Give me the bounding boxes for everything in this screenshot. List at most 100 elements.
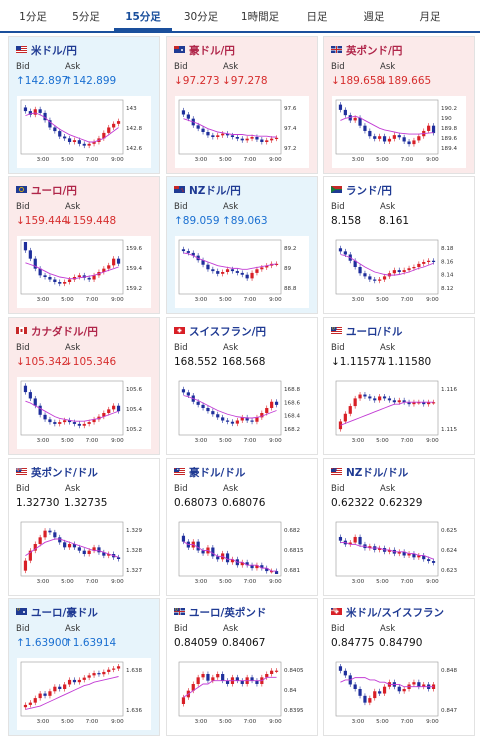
y-tick-label: 8.18 [441,246,454,252]
currency-pair-link[interactable]: 豪ドル/円 [189,45,235,57]
ask-value: ↓159.448 [64,215,117,227]
candle-body [417,402,421,404]
candle-body [348,542,352,545]
currency-pair-link[interactable]: カナダドル/円 [31,326,98,338]
ask-value: ↓189.665 [379,75,432,87]
currency-pair-link[interactable]: ユーロ/豪ドル [31,607,98,619]
tab-4[interactable]: 30分足 [183,11,219,23]
tab-6[interactable]: 日足 [306,11,328,23]
currency-pair-link[interactable]: スイスフラン/円 [189,326,267,338]
candle-body [102,132,106,139]
candlestick-chart[interactable]: 1.329 1.328 1.327 3:00 5:00 7:00 9:00 [17,518,151,590]
x-tick-label: 9:00 [111,297,124,303]
tab-8[interactable]: 月足 [419,11,441,23]
currency-pair-link[interactable]: 英ポンド/ドル [31,467,98,479]
candlestick-chart[interactable]: 159.6 159.4 159.2 3:00 5:00 7:00 9:00 [17,236,151,308]
rate-card[interactable]: ユーロ/豪ドル Bid Ask ↑1.63900 ↑1.63914 1.638 1.636 3… [8,598,160,736]
rate-card[interactable]: 米ドル/スイスフラン Bid Ask 0.84775 0.84790 0.848 0.847… [323,598,475,736]
candle-body [92,419,96,423]
currency-pair-link[interactable]: 英ポンド/円 [346,45,403,57]
candlestick-chart[interactable]: 1.116 1.115 3:00 5:00 7:00 9:00 [332,377,466,449]
candle-body [216,556,220,560]
candle-body [378,136,382,139]
candlestick-chart[interactable]: 143 142.8 142.6 3:00 5:00 7:00 9:00 [17,96,151,168]
candle-body [58,686,62,689]
x-tick-label: 3:00 [37,579,50,585]
candlestick-chart[interactable]: 190.2 190 189.8 189.6 189.4 3:00 5:00 7:00 9:00 [332,96,466,168]
currency-pair-link[interactable]: ユーロ/円 [31,185,77,197]
ask-value: 0.84790 [379,637,423,649]
chart-frame [178,99,282,155]
currency-pair-link[interactable]: ユーロ/英ポンド [189,607,267,619]
rate-card[interactable]: スイスフラン/円 Bid Ask 168.552 168.568 168.8 168.6 16… [166,317,318,455]
rate-card[interactable]: ユーロ/円 Bid Ask ↓159.444 ↓159.448 159.6 159.4 159… [8,176,160,314]
bid-value: ↑1.63900 [16,637,69,649]
currency-pair-link[interactable]: NZドル/ドル [346,467,409,479]
candle-body [216,674,220,678]
candle-body [43,530,47,538]
ask-label: Ask [223,202,239,212]
y-tick-label: 8.14 [441,273,454,279]
rate-card[interactable]: 英ポンド/ドル Bid Ask 1.32730 1.32735 1.329 1.328 1.3… [8,458,160,596]
x-tick-label: 3:00 [352,579,365,585]
currency-pair-link[interactable]: 豪ドル/ドル [189,467,246,479]
candlestick-chart[interactable]: 89.2 89 88.8 3:00 5:00 7:00 9:00 [175,236,309,308]
candle-body [358,394,362,399]
candle-body [43,112,47,121]
candle-body [63,420,67,423]
y-tick-label: 159.4 [126,266,142,272]
candle-body [343,413,347,422]
candlestick-chart[interactable]: 1.638 1.636 3:00 5:00 7:00 9:00 [17,658,151,730]
chart-frame [178,661,282,717]
candle-body [221,417,225,421]
rate-card[interactable]: 豪ドル/円 Bid Ask ↓97.273 ↓97.278 97.6 97.4 97.2 3:0… [166,36,318,174]
tab-7[interactable]: 週足 [363,11,385,23]
currency-pair-link[interactable]: 米ドル/スイスフラン [346,607,445,619]
candlestick-chart[interactable]: 97.6 97.4 97.2 3:00 5:00 7:00 9:00 [175,96,309,168]
candlestick-chart[interactable]: 0.8405 0.84 0.8395 3:00 5:00 7:00 9:00 [175,658,309,730]
candle-body [422,262,426,264]
candle-body [87,143,91,146]
y-tick-label: 1.636 [126,708,142,714]
candle-body [270,138,274,141]
ask-label: Ask [380,202,396,212]
y-tick-label: 1.116 [441,387,457,393]
x-tick-label: 5:00 [376,719,389,725]
candlestick-chart[interactable]: 0.848 0.847 3:00 5:00 7:00 9:00 [332,658,466,730]
rate-card[interactable]: 英ポンド/円 Bid Ask ↓189.658 ↓189.665 190.2 190 189.… [323,36,475,174]
tab-5[interactable]: 1時間足 [240,11,280,23]
rate-card[interactable]: ユーロ/英ポンド Bid Ask 0.84059 0.84067 0.8405 0.84 0.… [166,598,318,736]
currency-pair-link[interactable]: 米ドル/円 [31,45,77,57]
rate-card[interactable]: ユーロ/ドル Bid Ask ↓1.11577 ↓1.11580 1.116 1.115 3:… [323,317,475,455]
tab-1[interactable]: 1分足 [19,11,47,23]
candlestick-chart[interactable]: 105.6 105.4 105.2 3:00 5:00 7:00 9:00 [17,377,151,449]
candle-body [373,136,377,139]
tab-2[interactable]: 5分足 [72,11,100,23]
rate-card[interactable]: NZドル/ドル Bid Ask 0.62322 0.62329 0.625 0.624 0.6… [323,458,475,596]
rate-card[interactable]: ランド/円 Bid Ask 8.158 8.161 8.18 8.16 8.14 8.12 3:0… [323,176,475,314]
candle-body [387,398,392,401]
tab-3[interactable]: 15分足 [114,0,172,31]
currency-pair-link[interactable]: ランド/円 [346,185,392,197]
candlestick-chart[interactable]: 0.625 0.624 0.623 3:00 5:00 7:00 9:00 [332,518,466,590]
candle-body [274,263,279,266]
rate-card[interactable]: 豪ドル/ドル Bid Ask 0.68073 0.68076 0.682 0.6815 0.6… [166,458,318,596]
rate-card[interactable]: NZドル/円 Bid Ask ↑89.059 ↑89.063 89.2 89 88.8 3:00… [166,176,318,314]
bid-label: Bid [331,624,345,634]
candle-body [240,138,244,141]
candle-body [191,252,195,256]
candle-body [378,691,382,694]
moving-average-line [340,677,434,688]
candlestick-chart[interactable]: 8.18 8.16 8.14 8.12 3:00 5:00 7:00 9:00 [332,236,466,308]
candle-body [270,670,274,674]
rate-card[interactable]: 米ドル/円 Bid Ask ↑142.897 ↑142.899 143 142.8 142.6… [8,36,160,174]
candle-body [48,120,52,128]
rate-card[interactable]: カナダドル/円 Bid Ask ↓105.342 ↓105.346 105.6 105.4 1… [8,317,160,455]
candlestick-chart[interactable]: 0.682 0.6815 0.681 3:00 5:00 7:00 9:00 [175,518,309,590]
candle-body [265,674,269,678]
currency-pair-link[interactable]: ユーロ/ドル [346,326,403,338]
chart-svg: 190.2 190 189.8 189.6 189.4 3:00 5:00 7:00 9:00 [335,99,457,163]
chart-svg: 1.116 1.115 3:00 5:00 7:00 9:00 [335,380,457,444]
currency-pair-link[interactable]: NZドル/円 [189,185,241,197]
candlestick-chart[interactable]: 168.8 168.6 168.4 168.2 3:00 5:00 7:00 9:00 [175,377,309,449]
